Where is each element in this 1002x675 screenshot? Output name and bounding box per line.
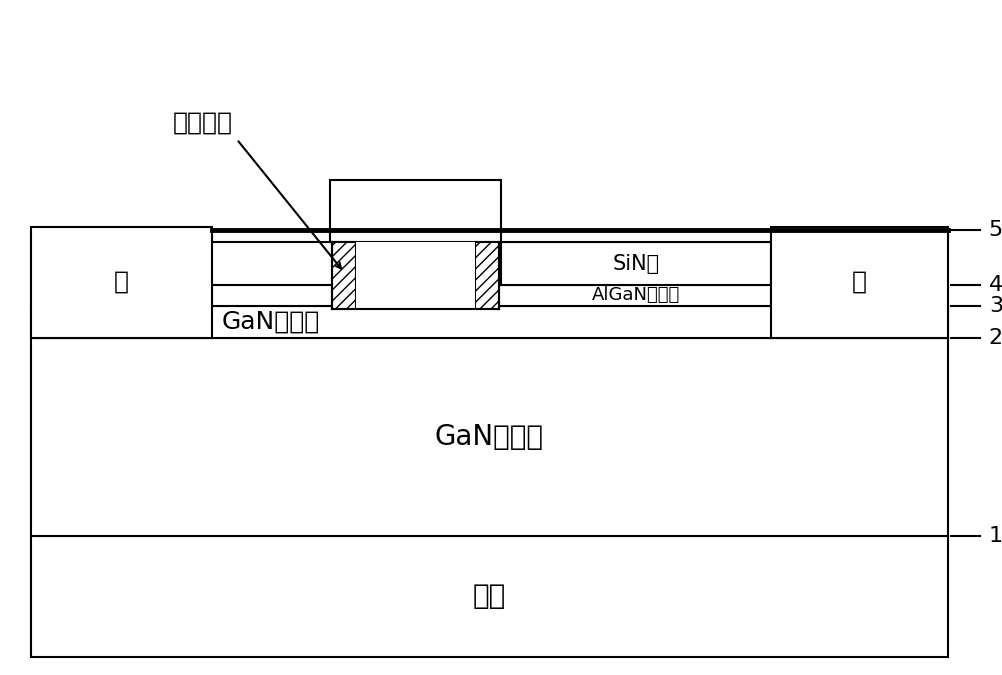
Bar [31, 227, 212, 338]
Text: AlGaN势垒层: AlGaN势垒层 [591, 286, 679, 304]
Text: 5: 5 [988, 220, 1002, 240]
Bar [475, 242, 499, 309]
Text: 栌介质层: 栌介质层 [172, 111, 232, 134]
Text: 衆底: 衆底 [472, 583, 505, 610]
Text: 3: 3 [988, 296, 1002, 316]
Text: 4: 4 [988, 275, 1002, 295]
Text: 1: 1 [988, 526, 1002, 546]
Text: 漏: 漏 [851, 270, 866, 294]
Bar [330, 180, 501, 242]
Text: 栌: 栌 [408, 198, 423, 223]
Bar [212, 230, 947, 242]
Text: 源: 源 [114, 270, 129, 294]
Bar [31, 338, 947, 536]
Text: GaN沟道层: GaN沟道层 [221, 310, 320, 333]
Bar [501, 242, 771, 285]
Bar [356, 242, 475, 309]
Bar [31, 536, 947, 657]
Text: SiN层: SiN层 [612, 254, 659, 273]
Text: 2: 2 [988, 327, 1002, 348]
Bar [212, 285, 771, 306]
Bar [31, 306, 947, 338]
Bar [771, 227, 947, 338]
Text: GaN缓冲层: GaN缓冲层 [434, 423, 543, 451]
Bar [332, 242, 356, 309]
